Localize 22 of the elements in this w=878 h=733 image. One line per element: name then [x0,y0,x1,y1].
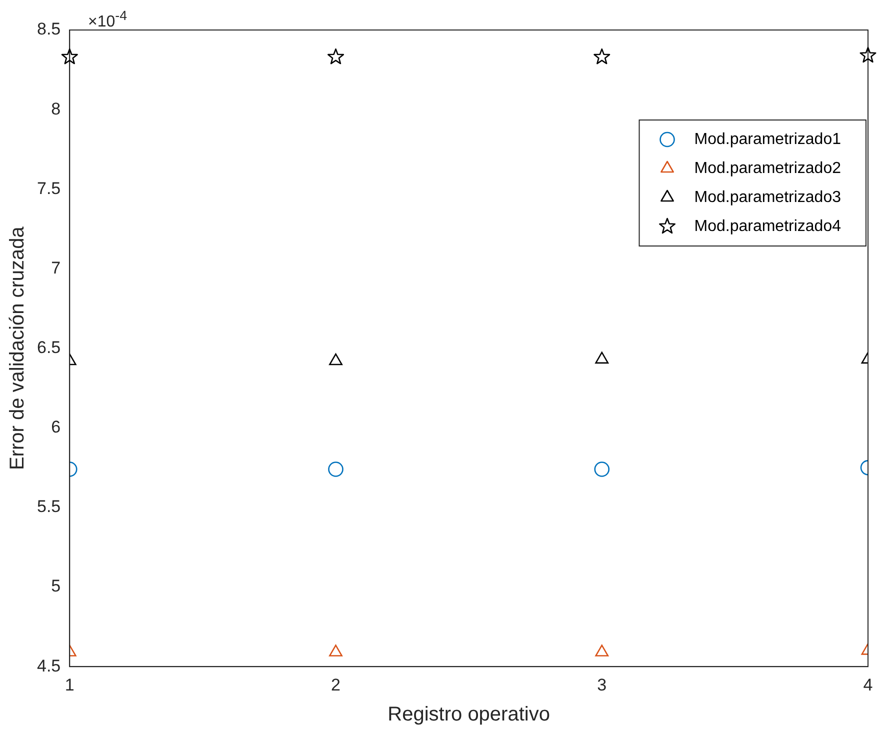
x-tick-label: 4 [863,675,873,694]
y-tick-label: 6.5 [36,338,61,357]
legend-label: Mod.parametrizado4 [694,218,842,235]
x-tick-label: 3 [597,675,607,694]
x-axis-title: Registro operativo [388,704,550,726]
legend-label: Mod.parametrizado1 [694,130,842,148]
y-tick-label: 5.5 [36,497,61,516]
legend-label: Mod.parametrizado3 [694,188,842,206]
y-tick-label: 8 [51,99,61,118]
y-tick-label: 6 [51,418,61,437]
point [327,48,344,64]
y-tick-label: 4.5 [36,656,61,676]
x-tick-label: 2 [331,675,340,694]
y-axis-title: Error de validación cruzada [6,226,29,470]
point [594,48,610,64]
y-tick-label: 7 [51,258,61,278]
legend-label: Mod.parametrizado2 [694,160,842,177]
y-tick-label: 5 [51,576,61,596]
y-tick-label: 7.5 [36,178,61,198]
x-tick-label: 1 [64,675,74,694]
y-tick-label: 8.5 [36,20,61,39]
annotation: ×10$^{-4}$ [88,8,127,32]
